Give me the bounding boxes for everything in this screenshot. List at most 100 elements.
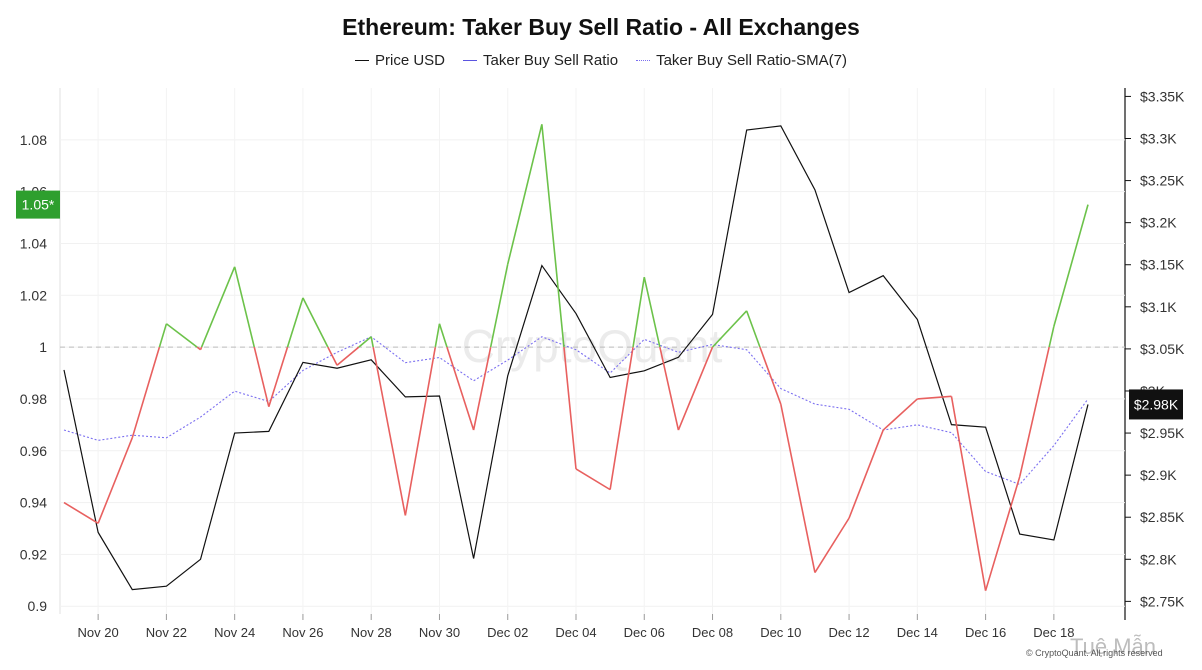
right-axis-tick-label: $2.95K (1140, 425, 1185, 441)
legend-label-sma: Taker Buy Sell Ratio-SMA(7) (656, 52, 847, 69)
legend-item-price[interactable]: Price USD (355, 52, 445, 69)
ratio-segment (131, 346, 161, 439)
ratio-segment (472, 346, 492, 431)
ratio-segment (882, 398, 918, 431)
ratio-segment (1018, 346, 1050, 477)
ratio-segment (446, 346, 475, 431)
x-axis-tick-label: Dec 10 (760, 625, 801, 640)
left-axis-tick-label: 0.9 (28, 598, 48, 614)
ratio-segment (950, 396, 987, 591)
ratio-segment (780, 403, 816, 573)
right-axis-tick-label: $3.3K (1140, 130, 1177, 146)
ratio-segment (233, 266, 256, 348)
ratio-segment (659, 346, 680, 431)
ratio-segment (200, 266, 236, 348)
ratio-segment (677, 346, 714, 431)
left-axis-tick-label: 0.98 (20, 391, 47, 407)
ratio-segment (253, 346, 270, 407)
ratio-segment (372, 346, 407, 516)
ratio-segment (1048, 326, 1055, 348)
left-axis-tick-label: 1.08 (20, 132, 47, 148)
x-axis-tick-label: Dec 06 (624, 625, 665, 640)
legend-label-ratio: Taker Buy Sell Ratio (483, 52, 619, 69)
right-axis-tick-label: $2.75K (1140, 593, 1185, 609)
right-axis-tick-label: $3.15K (1140, 257, 1185, 273)
x-axis-tick-label: Nov 20 (78, 625, 119, 640)
ratio-segment (1053, 204, 1089, 327)
ratio-segment (404, 346, 437, 516)
x-axis-tick-label: Nov 26 (282, 625, 323, 640)
ratio-segment (489, 264, 509, 348)
ratio-segment (759, 346, 782, 405)
left-value-badge-label: 1.05* (22, 197, 55, 213)
right-axis-tick-label: $2.9K (1140, 467, 1177, 483)
right-value-badge-label: $2.98K (1134, 396, 1179, 412)
ratio-segment (814, 517, 850, 573)
left-axis-tick-label: 0.92 (20, 546, 47, 562)
right-axis-tick-label: $3.25K (1140, 173, 1185, 189)
ratio-segment (434, 323, 441, 348)
ratio-segment (541, 124, 565, 348)
left-value-badge (16, 190, 60, 219)
ratio-segment (302, 297, 329, 348)
ratio-segment (97, 437, 134, 524)
x-axis-tick-label: Dec 08 (692, 625, 733, 640)
series-line-sma (63, 336, 1089, 486)
ratio-segment (358, 336, 372, 348)
left-axis-tick-label: 0.94 (20, 495, 47, 511)
x-axis-tick-label: Dec 02 (487, 625, 528, 640)
ratio-segment (711, 310, 748, 348)
series-line-price (63, 125, 1089, 591)
x-axis-tick-label: Dec 18 (1033, 625, 1074, 640)
left-axis-tick-label: 1.04 (20, 235, 47, 251)
ratio-segment (268, 346, 289, 407)
legend-item-sma[interactable]: Taker Buy Sell Ratio-SMA(7) (636, 52, 847, 69)
right-axis-tick-label: $3.1K (1140, 299, 1177, 315)
x-axis-tick-label: Nov 30 (419, 625, 460, 640)
background-watermark: CryptoQuant (462, 320, 723, 372)
right-axis-tick-label: $3.2K (1140, 215, 1177, 231)
ratio-segment (984, 476, 1021, 591)
chart-title: Ethereum: Taker Buy Sell Ratio - All Exc… (342, 14, 860, 40)
right-axis-tick-label: $2.8K (1140, 551, 1177, 567)
x-axis-tick-label: Dec 12 (828, 625, 869, 640)
right-axis-tick-label: $3.35K (1140, 88, 1185, 104)
right-value-badge (1129, 389, 1183, 420)
x-axis-tick-label: Dec 14 (897, 625, 938, 640)
ratio-segment (199, 346, 203, 351)
legend-swatch-price (355, 60, 369, 61)
ratio-segment (917, 395, 952, 400)
ratio-segment (63, 501, 99, 524)
series-line-ratio (63, 124, 1089, 591)
ratio-segment (158, 323, 168, 348)
x-axis-tick-label: Nov 24 (214, 625, 255, 640)
ratio-segment (643, 276, 661, 348)
ratio-segment (506, 124, 543, 265)
ratio-segment (336, 346, 360, 366)
ratio-segment (327, 346, 338, 366)
chart-legend: Price USD Taker Buy Sell Ratio Taker Buy… (0, 52, 1202, 69)
x-axis-tick-label: Dec 04 (555, 625, 596, 640)
ratio-segment (370, 336, 374, 348)
left-axis-tick-label: 1 (39, 339, 47, 355)
ratio-segment (609, 346, 634, 490)
right-axis-tick-label: $3.05K (1140, 341, 1185, 357)
ratio-segment (563, 347, 577, 469)
x-axis-tick-label: Dec 16 (965, 625, 1006, 640)
left-axis-tick-label: 0.96 (20, 443, 47, 459)
right-axis-tick-label: $2.85K (1140, 509, 1185, 525)
ratio-segment (745, 310, 761, 348)
ratio-segment (632, 277, 646, 348)
credit-text: © CryptoQuant. All rights reserved (1026, 648, 1163, 658)
left-axis-tick-label: 1.02 (20, 287, 47, 303)
legend-swatch-sma (636, 60, 651, 61)
x-axis-tick-label: Nov 28 (351, 625, 392, 640)
legend-swatch-ratio (463, 60, 478, 61)
ratio-segment (575, 468, 611, 491)
x-axis-tick-label: Nov 22 (146, 625, 187, 640)
ratio-segment (286, 297, 304, 348)
ratio-segment (165, 323, 198, 348)
corner-watermark: Tuệ Mẫn (1070, 634, 1157, 659)
legend-item-ratio[interactable]: Taker Buy Sell Ratio (463, 52, 618, 69)
